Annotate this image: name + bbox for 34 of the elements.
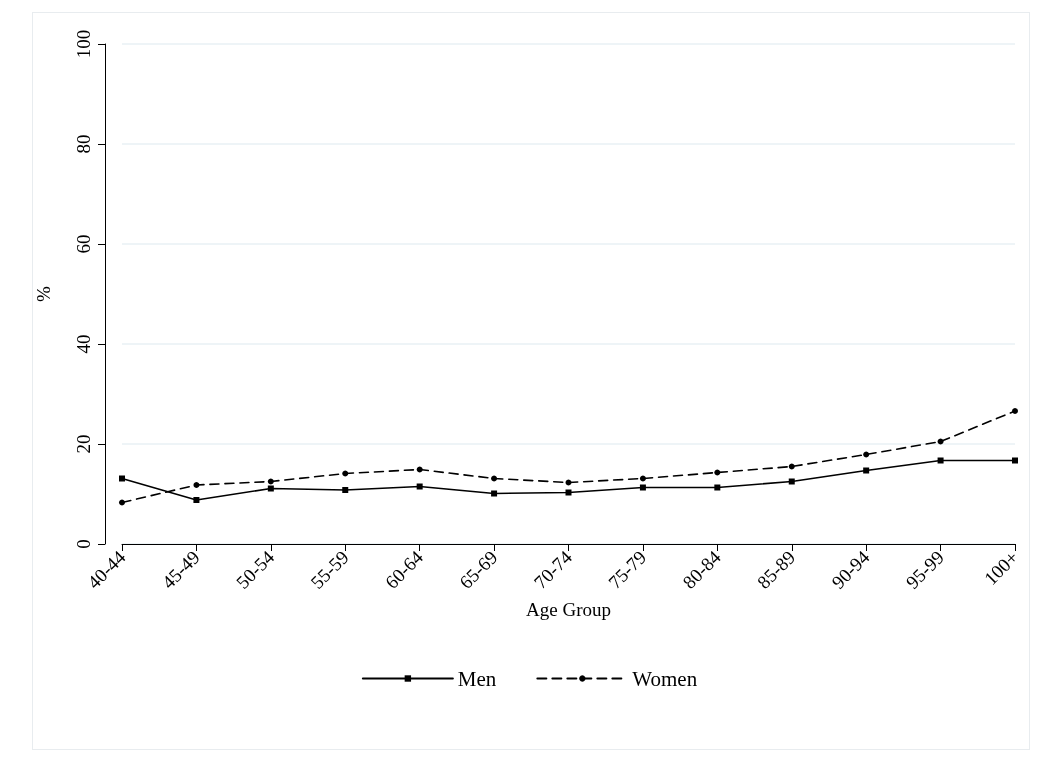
y-tick-label: 0 <box>73 539 94 549</box>
point <box>491 490 498 497</box>
point <box>937 457 944 464</box>
x-axis-title: Age Group <box>526 599 611 620</box>
point <box>788 478 795 485</box>
legend-label: Women <box>632 666 698 691</box>
y-tick-label: 80 <box>73 134 94 154</box>
point <box>1012 457 1018 464</box>
y-axis-title: % <box>33 285 54 302</box>
point <box>267 485 274 492</box>
point <box>1012 408 1018 414</box>
y-tick-label: 40 <box>73 334 94 354</box>
point <box>863 467 870 474</box>
point <box>416 483 423 490</box>
point <box>639 475 646 482</box>
legend-label: Men <box>457 666 497 691</box>
point <box>193 482 200 488</box>
point <box>565 479 572 486</box>
point <box>491 475 498 482</box>
x-tick-label: 100+ <box>979 546 1023 590</box>
y-tick-label: 60 <box>73 234 94 254</box>
point <box>193 497 200 503</box>
point <box>639 484 646 491</box>
point <box>863 451 870 458</box>
point <box>119 499 125 506</box>
point <box>937 438 944 445</box>
y-tick-label: 100 <box>73 29 94 59</box>
point <box>342 487 349 493</box>
y-tick-label: 20 <box>73 434 94 454</box>
point <box>267 478 274 485</box>
point <box>565 489 572 496</box>
point <box>714 484 721 491</box>
point <box>342 470 349 477</box>
point <box>119 475 125 482</box>
